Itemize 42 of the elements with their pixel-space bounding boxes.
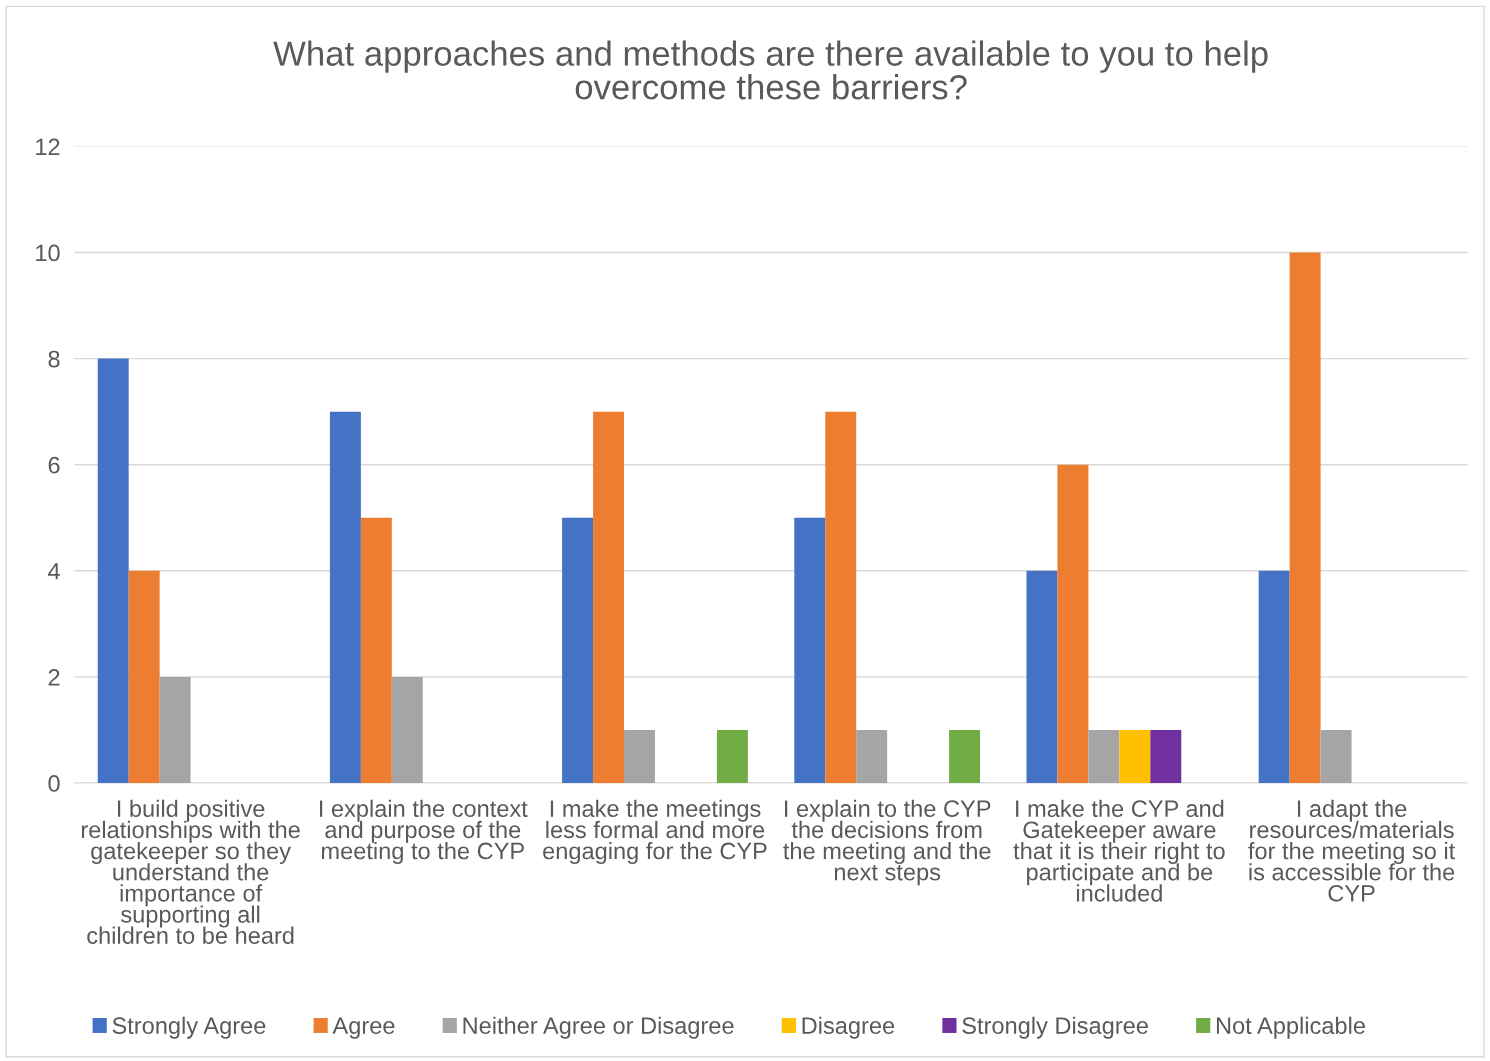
legend-label: Not Applicable	[1216, 1016, 1365, 1039]
bar	[329, 411, 361, 784]
bar	[1258, 570, 1290, 784]
legend-label: Neither Agree or Disagree	[463, 1016, 734, 1039]
bar	[360, 517, 392, 784]
bar	[391, 676, 423, 784]
y-tick-label: 12	[36, 138, 60, 155]
x-tick-label: I adapt the resources/materials for the meeting so it is accessible for the CYP	[1248, 799, 1456, 902]
bar	[825, 411, 857, 784]
y-tick-label: 4	[48, 563, 60, 580]
bar	[593, 411, 625, 784]
legend-label: Agree	[332, 1017, 395, 1039]
x-tick-label: I make the CYP and Gatekeeper aware that it is their right to participate and be included	[1013, 799, 1225, 902]
y-tick-label: 0	[48, 775, 60, 792]
bar	[856, 729, 888, 784]
x-tick-label: I make the meetings less formal and more engaging for the CYP	[543, 799, 767, 864]
legend-label: Disagree	[802, 1016, 895, 1039]
bar	[624, 729, 655, 784]
bar	[159, 676, 191, 784]
bar	[562, 517, 594, 784]
bar	[1026, 570, 1058, 784]
chart-title: What approaches and methods are there available to you to help overcome these barriers?	[273, 40, 1268, 100]
bar	[949, 729, 981, 784]
x-tick-label: I build positive relationships with the gatekeeper so they understand the importance of supporting all children to be heard	[81, 799, 300, 944]
legend-label: Strongly Disagree	[962, 1016, 1148, 1039]
bar	[1150, 729, 1182, 784]
bar	[1057, 464, 1089, 784]
y-tick-label: 6	[48, 456, 60, 474]
bar	[716, 729, 748, 784]
bar	[1320, 729, 1352, 784]
y-tick-label: 10	[36, 244, 60, 262]
bar	[1119, 729, 1151, 784]
y-tick-label: 8	[48, 350, 60, 368]
bar	[794, 517, 826, 784]
legend-label: Strongly Agree	[112, 1016, 266, 1039]
y-tick-label: 2	[48, 668, 60, 686]
x-tick-label: I explain the context and purpose of the meeting to the CYP	[319, 799, 528, 864]
bar	[1088, 729, 1120, 784]
bar	[97, 358, 129, 784]
x-tick-label: I explain to the CYP the decisions from the meeting and the next steps	[783, 799, 991, 886]
bar	[1289, 252, 1321, 784]
bar	[128, 570, 160, 784]
